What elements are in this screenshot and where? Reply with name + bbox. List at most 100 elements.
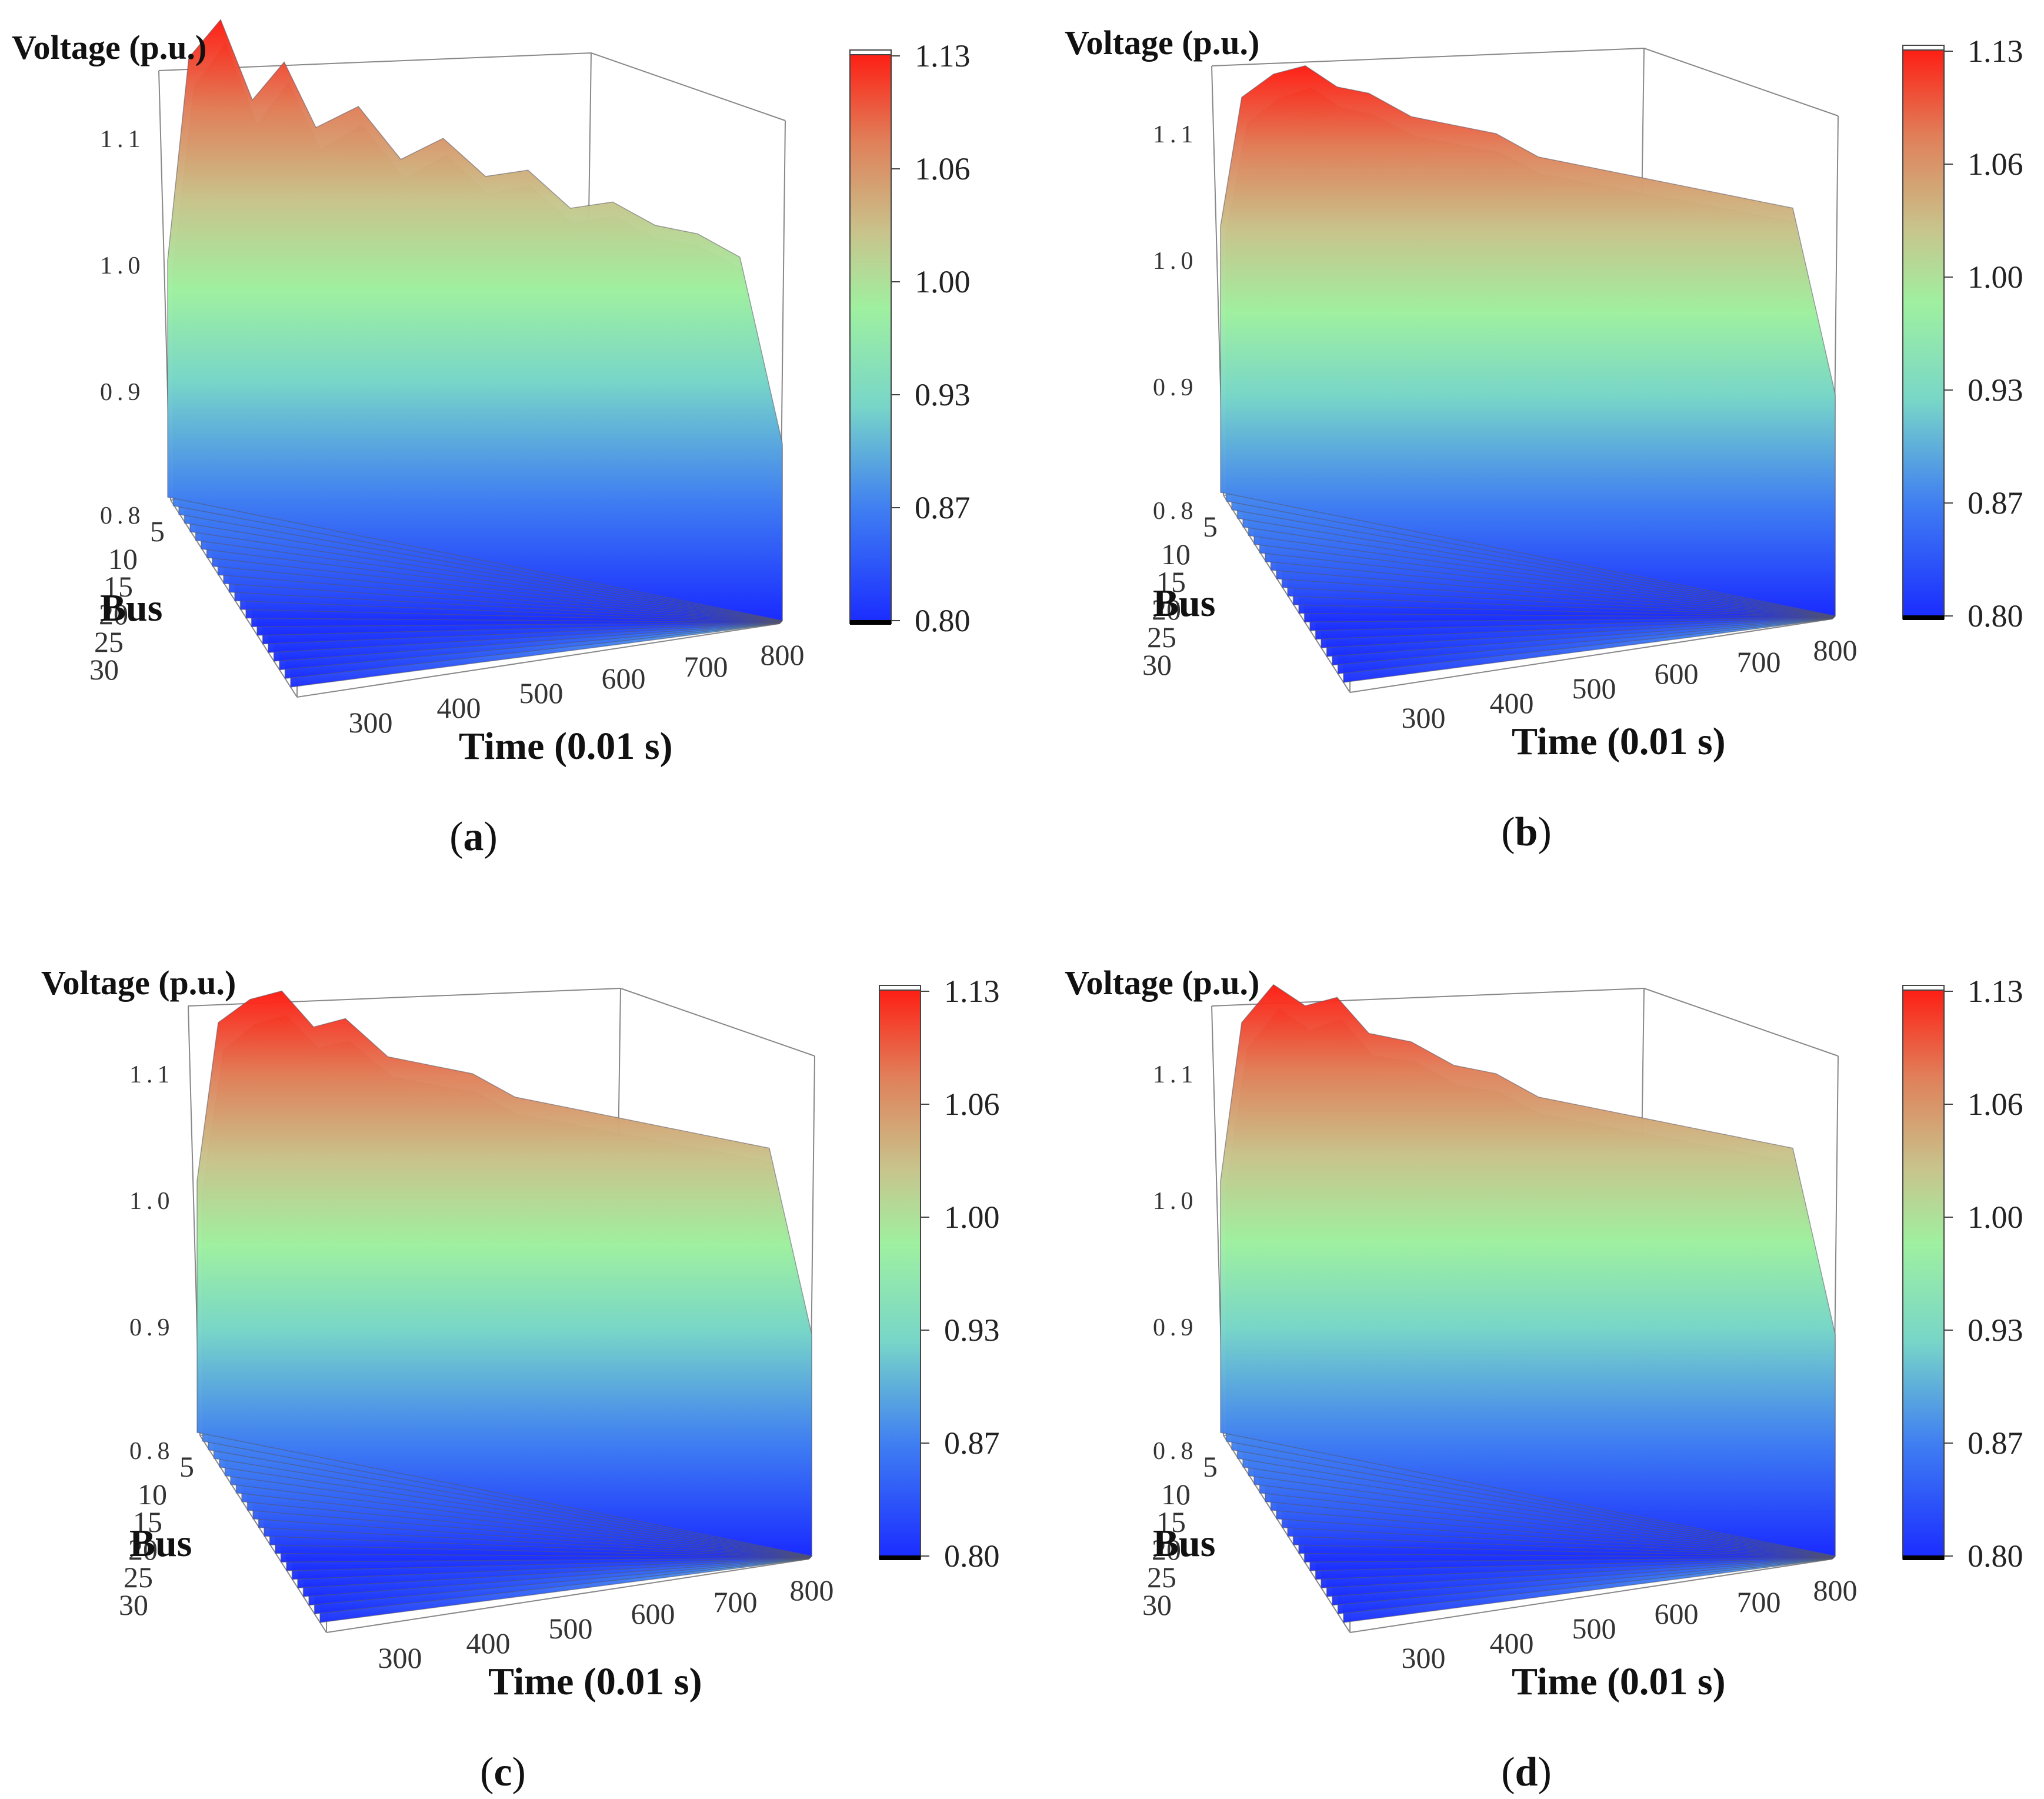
- colorbar-bottom-cap: [1903, 615, 1944, 620]
- y-axis-label: Bus: [1153, 582, 1215, 625]
- time-tick-label: 800: [790, 1574, 834, 1607]
- caption-open-paren: (: [480, 1750, 494, 1795]
- time-tick-label: 600: [631, 1597, 675, 1630]
- voltage-surface: [196, 990, 812, 1623]
- z-tick-label: 1.1: [129, 1061, 175, 1088]
- bus-tick-label: 15: [1156, 1505, 1186, 1538]
- axis-edge: [620, 988, 815, 1057]
- colorbar-top-cap: [1902, 45, 1945, 51]
- z-tick-label: 0.9: [1153, 1314, 1198, 1341]
- axis-edge: [296, 623, 780, 698]
- bus-tick-label: 30: [119, 1588, 148, 1621]
- time-tick-label: 700: [1737, 645, 1781, 678]
- time-tick-label: 400: [466, 1627, 511, 1660]
- colorbar: 1.13 1.06 1.00 0.93 0.87 0.80: [849, 38, 971, 638]
- surface-ridge: [167, 18, 783, 621]
- time-tick-label: 700: [684, 650, 728, 683]
- axis-edge: [1349, 618, 1833, 693]
- caption-open-paren: (: [449, 814, 463, 859]
- x-axis-label: Time (0.01 s): [1512, 1660, 1726, 1703]
- colorbar-gradient: [1902, 985, 1945, 1560]
- colorbar-tick-label: 1.13: [1968, 34, 2023, 69]
- time-tick-label: 300: [349, 706, 393, 739]
- colorbar: 1.13 1.06 1.00 0.93 0.87 0.80: [879, 974, 1000, 1574]
- z-tick-label: 1.0: [129, 1188, 175, 1215]
- bus-tick-label: 20: [1152, 1533, 1181, 1566]
- colorbar-tick-label: 1.13: [944, 974, 1000, 1009]
- caption-close-paren: ): [484, 814, 498, 859]
- z-tick-label: 0.9: [1153, 374, 1198, 401]
- caption-close-paren: ): [512, 1750, 526, 1795]
- bus-tick-label: 25: [94, 625, 124, 658]
- y-axis-label: Bus: [129, 1522, 192, 1565]
- time-tick-label: 500: [1572, 1612, 1616, 1645]
- colorbar-top-cap: [1902, 985, 1945, 991]
- x-axis-label: Time (0.01 s): [488, 1660, 702, 1703]
- caption-letter: d: [1515, 1750, 1538, 1795]
- bus-tick-label: 15: [133, 1505, 162, 1538]
- z-tick-label: 1.0: [1153, 1188, 1198, 1215]
- z-tick-label: 1.1: [100, 126, 145, 153]
- colorbar-tick-label: 0.93: [915, 377, 971, 412]
- panel-caption: (d): [1501, 1750, 1552, 1795]
- voltage-surface: [167, 18, 783, 688]
- caption-letter: c: [494, 1750, 512, 1795]
- time-tick-label: 700: [713, 1585, 758, 1618]
- colorbar-bottom-cap: [850, 620, 891, 625]
- bus-tick-label: 30: [1142, 648, 1172, 681]
- caption-close-paren: ): [1538, 1750, 1551, 1795]
- time-tick-label: 300: [378, 1641, 422, 1674]
- colorbar-tick-label: 0.80: [1968, 598, 2023, 634]
- z-tick-label: 1.1: [1153, 1061, 1198, 1088]
- z-tick-label: 0.9: [100, 379, 145, 406]
- colorbar-tick-label: 0.80: [1968, 1538, 2023, 1574]
- colorbar-tick-label: 1.06: [1968, 1087, 2023, 1122]
- caption-open-paren: (: [1501, 1750, 1515, 1795]
- caption-open-paren: (: [1501, 809, 1515, 855]
- colorbar-tick-label: 1.13: [915, 38, 971, 74]
- colorbar-tick-label: 1.00: [1968, 259, 2023, 295]
- bus-tick-label: 5: [150, 515, 165, 548]
- bus-tick-label: 10: [1161, 538, 1191, 571]
- colorbar-tick-label: 1.06: [915, 151, 971, 186]
- colorbar-tick-label: 1.00: [944, 1200, 1000, 1235]
- colorbar-bottom-cap: [1903, 1555, 1944, 1560]
- surface-ridge: [1220, 65, 1836, 617]
- time-tick-label: 600: [1655, 657, 1699, 690]
- time-tick-label: 400: [437, 691, 481, 724]
- colorbar-gradient: [879, 985, 921, 1560]
- colorbar-tick-label: 1.06: [1968, 146, 2023, 182]
- surface-ridge: [1220, 984, 1836, 1557]
- bus-tick-label: 20: [1152, 593, 1181, 626]
- colorbar-tick-label: 1.00: [915, 264, 971, 299]
- colorbar-tick-label: 0.93: [1968, 372, 2023, 408]
- bus-tick-label: 25: [1147, 621, 1176, 654]
- bus-tick-label: 5: [179, 1450, 194, 1483]
- time-tick-label: 500: [549, 1612, 593, 1645]
- time-tick-label: 500: [1572, 672, 1616, 705]
- surface-ridge: [196, 990, 812, 1557]
- colorbar-gradient: [849, 49, 892, 624]
- z-axis-label: Voltage (p.u.): [41, 964, 236, 1002]
- colorbar-bottom-cap: [879, 1555, 921, 1560]
- bus-tick-label: 20: [128, 1533, 158, 1566]
- bus-tick-label: 30: [89, 653, 119, 686]
- time-tick-label: 800: [1813, 634, 1858, 667]
- x-axis-label: Time (0.01 s): [459, 725, 673, 768]
- z-tick-label: 1.0: [1153, 248, 1198, 275]
- z-tick-label: 1.0: [100, 252, 145, 279]
- colorbar-tick-label: 0.80: [915, 603, 971, 638]
- axis-edge: [170, 499, 298, 698]
- time-tick-label: 400: [1490, 1627, 1534, 1660]
- colorbar-top-cap: [879, 985, 921, 991]
- time-tick-label: 300: [1402, 1641, 1446, 1674]
- bus-tick-label: 20: [99, 598, 128, 631]
- bus-tick-label: 5: [1203, 510, 1218, 543]
- axis-edge: [1211, 48, 1645, 66]
- panel-caption: (b): [1501, 809, 1552, 855]
